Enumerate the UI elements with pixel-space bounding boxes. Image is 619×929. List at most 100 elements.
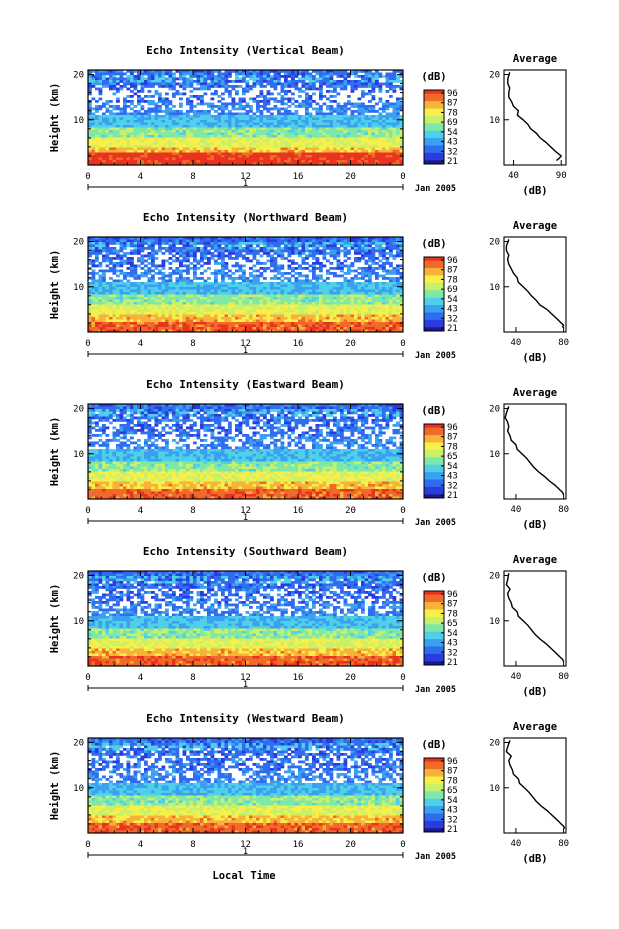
heatmap-cell	[196, 72, 201, 76]
heatmap-cell	[368, 282, 372, 285]
heatmap-cell	[123, 284, 127, 288]
heatmap-cell	[312, 122, 316, 126]
heatmap-cell	[137, 264, 141, 268]
heatmap-cell	[217, 247, 222, 250]
heatmap-cell	[133, 152, 138, 156]
heatmap-cell	[214, 120, 218, 123]
heatmap-cell	[378, 292, 383, 295]
heatmap-cell	[193, 150, 197, 153]
heatmap-cell	[91, 244, 96, 248]
heatmap-cell	[378, 150, 383, 153]
heatmap-cell	[249, 274, 253, 278]
heatmap-cell	[322, 304, 327, 308]
heatmap-cell	[273, 269, 278, 273]
heatmap-cell	[119, 237, 124, 240]
heatmap-cell	[280, 287, 285, 290]
heatmap-cell	[224, 135, 229, 138]
heatmap-cell	[340, 267, 344, 270]
heatmap-cell	[329, 137, 334, 141]
heatmap-cell	[130, 132, 134, 136]
heatmap-cell	[354, 252, 358, 255]
heatmap-cell	[263, 115, 267, 118]
heatmap-cell	[392, 147, 397, 151]
heatmap-cell	[105, 115, 110, 118]
heatmap-cell	[392, 237, 397, 240]
heatmap-cell	[340, 132, 344, 136]
heatmap-cell	[235, 162, 239, 166]
heatmap-cell	[210, 80, 215, 83]
heatmap-cell	[371, 122, 376, 126]
heatmap-cell	[371, 160, 376, 163]
heatmap-cell	[312, 284, 316, 288]
heatmap-cell	[238, 135, 243, 138]
heatmap-cell	[98, 127, 103, 131]
heatmap-cell	[242, 100, 246, 103]
heatmap-cell	[277, 112, 281, 116]
heatmap-cell	[389, 237, 393, 240]
heatmap-cell	[357, 130, 362, 133]
heatmap-cell	[329, 70, 334, 73]
heatmap-cell	[273, 242, 278, 245]
heatmap-cell	[168, 157, 173, 161]
heatmap-cell	[329, 244, 334, 248]
heatmap-cell	[154, 140, 159, 143]
heatmap-cell	[95, 289, 99, 293]
heatmap-cell	[312, 82, 316, 86]
heatmap-cell	[105, 135, 110, 138]
heatmap-cell	[364, 152, 369, 156]
heatmap-cell	[371, 284, 376, 288]
heatmap-cell	[168, 127, 173, 131]
heatmap-cell	[109, 252, 113, 255]
heatmap-cell	[130, 262, 134, 265]
heatmap-cell	[235, 75, 239, 78]
heatmap-cell	[245, 289, 250, 293]
heatmap-cell	[371, 147, 376, 151]
heatmap-cell	[375, 85, 379, 88]
heatmap-cell	[238, 239, 243, 243]
heatmap-cell	[263, 130, 267, 133]
heatmap-cell	[196, 304, 201, 308]
heatmap-cell	[221, 142, 225, 146]
heatmap-cell	[161, 77, 166, 81]
heatmap-cell	[249, 272, 253, 275]
heatmap-cell	[298, 87, 302, 91]
heatmap-cell	[340, 87, 344, 91]
heatmap-cell	[210, 107, 215, 111]
heatmap-cell	[151, 82, 155, 86]
heatmap-cell	[235, 117, 239, 121]
heatmap-cell	[301, 75, 306, 78]
heatmap-cell	[137, 90, 141, 93]
heatmap-cell	[273, 72, 278, 76]
heatmap-cell	[207, 72, 211, 76]
heatmap-cell	[193, 304, 197, 308]
heatmap-cell	[137, 140, 141, 143]
heatmap-cell	[133, 135, 138, 138]
heatmap-cell	[161, 252, 166, 255]
heatmap-cell	[259, 239, 264, 243]
heatmap-cell	[91, 274, 96, 278]
heatmap-cell	[287, 304, 292, 308]
heatmap-cell	[249, 70, 253, 73]
heatmap-cell	[224, 237, 229, 240]
heatmap-cell	[175, 252, 180, 255]
heatmap-cell	[179, 287, 183, 290]
heatmap-cell	[200, 252, 204, 255]
heatmap-cell	[375, 157, 379, 161]
heatmap-cell	[182, 282, 187, 285]
heatmap-cell	[203, 122, 208, 126]
heatmap-cell	[329, 284, 334, 288]
heatmap-cell	[354, 239, 358, 243]
heatmap-cell	[336, 249, 341, 253]
heatmap-cell	[375, 70, 379, 73]
heatmap-cell	[343, 80, 348, 83]
heatmap-cell	[340, 80, 344, 83]
heatmap-cell	[154, 282, 159, 285]
heatmap-cell	[119, 155, 124, 158]
heatmap-cell	[305, 274, 309, 278]
heatmap-cell	[158, 282, 162, 285]
heatmap-cell	[249, 122, 253, 126]
heatmap-cell	[273, 77, 278, 81]
heatmap-cell	[147, 127, 152, 131]
heatmap-cell	[256, 105, 260, 108]
heatmap-cell	[242, 130, 246, 133]
